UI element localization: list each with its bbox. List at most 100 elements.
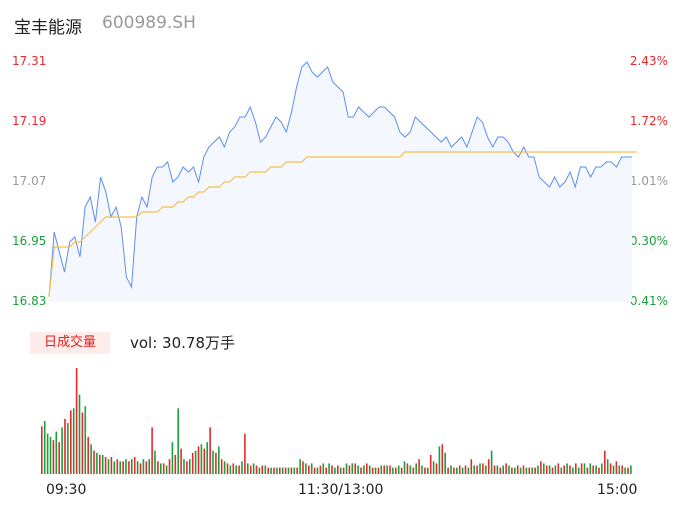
volume-bar [206, 442, 208, 474]
volume-bar [244, 433, 246, 474]
volume-bar [104, 457, 107, 474]
volume-bar [383, 465, 385, 474]
volume-bar [316, 467, 319, 474]
volume-bar [609, 463, 612, 474]
y-right-tick: 0.30% [629, 234, 668, 248]
volume-bar [540, 461, 542, 474]
volume-bar [313, 467, 316, 474]
volume-bar [392, 467, 394, 474]
volume-bar [302, 461, 304, 474]
volume-bar [493, 465, 496, 474]
volume-bar [432, 461, 435, 474]
volume-bar [615, 461, 618, 474]
volume-bar [374, 467, 377, 474]
volume-bar [308, 465, 310, 474]
volume-bar [249, 465, 252, 474]
volume-bar [264, 465, 267, 474]
volume-bar [580, 463, 583, 474]
volume-bar [595, 465, 597, 474]
volume-total: vol: 30.78万手 [130, 334, 235, 352]
volume-bar [569, 465, 571, 474]
volume-bar [101, 454, 104, 474]
volume-bar [305, 463, 307, 474]
volume-bar [279, 467, 281, 474]
volume-bar [96, 452, 98, 474]
volume-bar [606, 459, 609, 474]
volume-bar [87, 436, 89, 474]
volume-bar [186, 461, 188, 474]
volume-bar [72, 408, 75, 474]
volume-bar [180, 448, 182, 474]
volume-bar [46, 433, 49, 474]
volume-bar [528, 467, 531, 474]
volume-bar [203, 448, 206, 474]
volume-bar [624, 467, 626, 474]
volume-bar [456, 467, 458, 474]
volume-bar [168, 459, 171, 474]
y-left-tick: 17.31 [12, 54, 47, 68]
volume-bar [386, 465, 388, 474]
volume-bar [177, 408, 179, 474]
volume-bar [107, 459, 110, 474]
volume-bar [191, 452, 194, 474]
volume-bar [604, 450, 606, 474]
volume-bar [93, 450, 95, 474]
volume-bar [142, 459, 145, 474]
volume-bar [360, 467, 362, 474]
average-price-line [48, 151, 638, 298]
price-area [49, 62, 632, 302]
volume-bar [281, 467, 284, 474]
volume-bar [490, 450, 493, 474]
volume-bar [99, 454, 101, 474]
volume-bar [586, 467, 589, 474]
volume-bar [467, 467, 470, 474]
volume-bar [557, 463, 560, 474]
volume-bar [435, 463, 438, 474]
volume-bar [554, 465, 557, 474]
volume-bar [548, 465, 551, 474]
volume-bar [90, 444, 92, 474]
volume-bar [133, 457, 136, 474]
volume-bar [322, 463, 325, 474]
volume-bar [389, 465, 391, 474]
volume-bar [400, 467, 403, 474]
volume-bar [49, 436, 52, 474]
volume-bar [342, 467, 345, 474]
volume-bar [612, 465, 615, 474]
volume-bar [52, 440, 55, 474]
volume-bar [61, 427, 63, 474]
volume-bar [505, 463, 507, 474]
volume-bar [476, 465, 478, 474]
volume-bar [310, 463, 313, 474]
volume-bar [113, 461, 116, 474]
y-left-tick: 17.19 [12, 114, 47, 128]
volume-bar [415, 463, 417, 474]
volume-bar [348, 465, 351, 474]
volume-bar [75, 368, 78, 474]
volume-bar [589, 463, 592, 474]
volume-bar [148, 459, 150, 474]
volume-bar [189, 459, 191, 474]
volume-bar [563, 465, 565, 474]
volume-bar [220, 459, 223, 474]
volume-bar [357, 465, 359, 474]
volume-bar [447, 467, 449, 474]
y-left-tick: 17.07 [12, 174, 47, 188]
volume-bar [319, 465, 322, 474]
volume-bar [522, 465, 525, 474]
volume-bar [290, 467, 293, 474]
y-right-tick: -0.41% [625, 294, 668, 308]
volume-bar [424, 467, 426, 474]
volume-bar [545, 465, 548, 474]
volume-bar [482, 463, 484, 474]
volume-bar [64, 418, 66, 474]
volume-bar [226, 463, 229, 474]
volume-bar [273, 467, 275, 474]
volume-bar [247, 463, 249, 474]
stock-code: 600989.SH [102, 13, 196, 33]
volume-bar [261, 465, 264, 474]
volume-bar [450, 465, 452, 474]
volume-bar [502, 465, 504, 474]
volume-bar [200, 444, 203, 474]
volume-bar [78, 394, 81, 474]
